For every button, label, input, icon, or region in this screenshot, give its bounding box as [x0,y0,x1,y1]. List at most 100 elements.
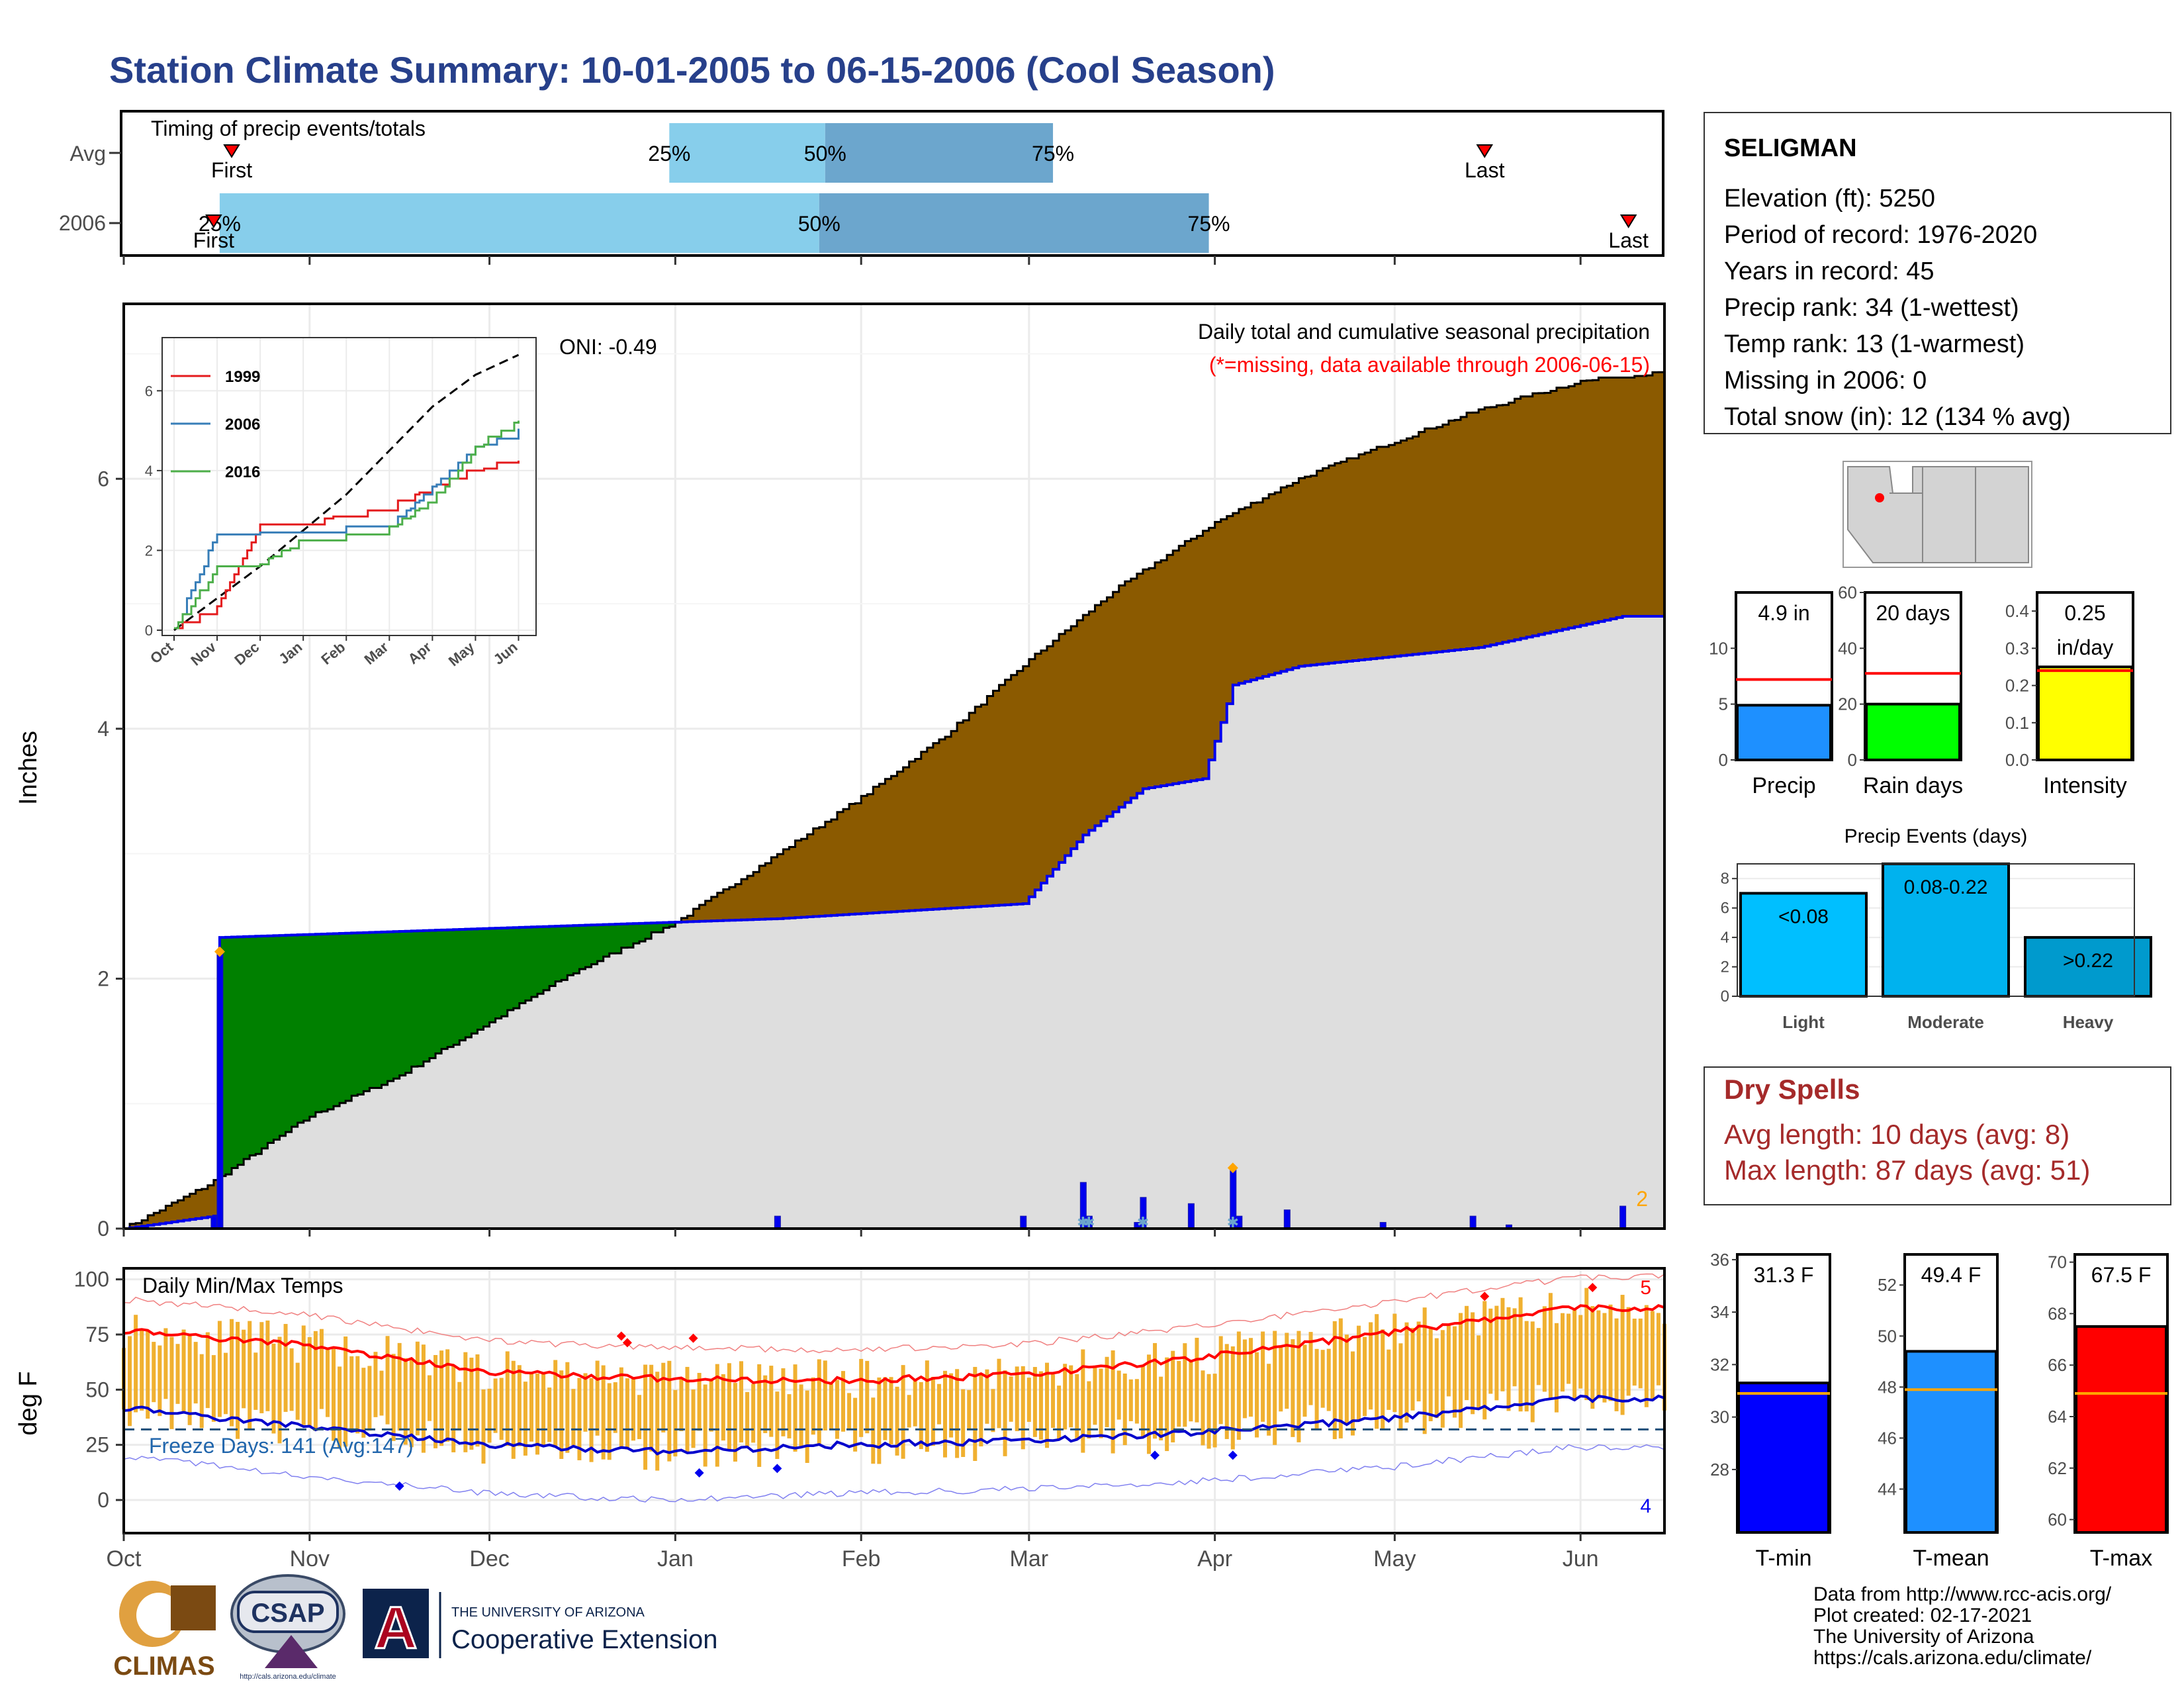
daily-temp-bar [242,1329,246,1409]
daily-temp-bar [565,1362,570,1453]
daily-temp-bar [1524,1321,1529,1412]
daily-temp-bar [1069,1365,1073,1428]
inset-line-1999 [174,460,520,630]
footer-line: Plot created: 02-17-2021 [1813,1605,2032,1626]
ua-bottom-text: Cooperative Extension [451,1625,717,1654]
daily-temp-bar [277,1336,282,1444]
daily-temp-bar [631,1378,635,1441]
daily-temp-bar [1099,1368,1103,1438]
ua-top-text: THE UNIVERSITY OF ARIZONA [451,1605,645,1620]
daily-temp-bar [1422,1307,1427,1434]
mini-bar-tick-label: 0.2 [2005,676,2029,696]
low-record-count: 4 [1640,1495,1651,1517]
daily-temp-bar [661,1362,666,1432]
daily-temp-bar [925,1360,929,1452]
daily-temp-bar [697,1372,702,1431]
timing-bar-50-75 [819,193,1209,253]
events-bar-label: 0.08-0.22 [1904,876,1988,898]
record-low-diamond-icon [1228,1450,1238,1460]
daily-temp-bar [1567,1313,1571,1384]
daily-temp-bar [613,1382,617,1433]
mini-bar-tick-label: 50 [1878,1326,1897,1346]
daily-temp-bar [607,1383,612,1460]
daily-temp-bar [1128,1379,1133,1421]
daily-temp-bar [1638,1318,1643,1389]
daily-temp-bar [529,1372,533,1442]
daily-temp-bar [1279,1347,1283,1412]
daily-temp-bar [1387,1349,1391,1410]
daily-temp-bar [181,1329,186,1412]
timing-percentile-label: 50% [798,212,841,236]
daily-temp-bar [1488,1308,1493,1394]
mini-bar-tick-label: 5 [1719,694,1728,714]
dry-spells-box: Dry Spells Avg length: 10 days (avg: 8) … [1704,1066,2171,1205]
daily-temp-bar [1165,1357,1169,1452]
daily-temp-bar [397,1342,402,1431]
daily-temp-bar [889,1377,893,1444]
ua-a-letter: A [375,1595,418,1662]
daily-temp-bar [1122,1373,1127,1446]
mini-bar-category-label: T-max [2090,1546,2152,1571]
daily-temp-bar [187,1335,192,1425]
daily-temp-bar [1087,1381,1091,1439]
timing-marker-icon [223,144,240,158]
daily-temp-bar [1500,1297,1505,1391]
daily-temp-bar [673,1389,678,1457]
inset-legend-label: 2006 [225,416,260,434]
daily-temp-bar [1206,1374,1211,1449]
daily-temp-bar [1248,1338,1253,1417]
mini-bar-tick-label: 40 [1838,638,1857,658]
record-high-diamond-icon [616,1331,626,1341]
record-high-diamond-icon [688,1333,698,1343]
daily-temp-bar [439,1350,444,1446]
precip-ytick-label: 6 [97,467,109,491]
daily-temp-bar [1477,1335,1481,1409]
daily-temp-bar [1632,1319,1637,1386]
daily-temp-bar [307,1336,312,1428]
daily-temp-bar [763,1375,768,1433]
record-low-diamond-icon [694,1468,704,1477]
mini-bar-tick-label: 34 [1710,1302,1729,1322]
precip-ytick-label: 4 [97,717,109,741]
daily-temp-bar [1302,1344,1307,1417]
daily-temp-bar [1255,1352,1259,1438]
daily-temp-bar [859,1358,864,1437]
daily-temp-bar [355,1356,360,1434]
daily-temp-bar [1314,1348,1319,1429]
snow-icon: ✱ [1227,1214,1239,1231]
events-tick-label: 6 [1721,900,1729,917]
temp-ytick-label: 0 [97,1488,109,1512]
daily-temp-bar [1326,1348,1331,1411]
daily-temp-bar [601,1365,606,1460]
daily-temp-bar [523,1382,527,1456]
daily-temp-bar [745,1391,750,1447]
daily-temp-bar [1009,1376,1013,1422]
daily-temp-bar [1105,1356,1109,1427]
month-tick-label: Jun [1563,1546,1599,1571]
daily-temp-bar [949,1373,954,1438]
daily-temp-bar [595,1360,600,1436]
daily-temp-bar [1183,1343,1187,1427]
timing-percentile-label: 50% [804,142,846,165]
mini-bar-tick-label: 0.3 [2005,638,2029,658]
daily-temp-bar [1578,1315,1583,1389]
daily-temp-bar [379,1370,384,1416]
daily-temp-bar [338,1366,342,1448]
events-bar [2024,936,2152,998]
daily-temp-bar [751,1383,756,1443]
inset-legend-label: 1999 [225,368,260,386]
daily-temp-bar [1297,1331,1301,1442]
mini-bar-tick-label: 0.4 [2005,601,2029,621]
daily-temp-bar [505,1351,510,1446]
daily-temp-bar [781,1368,786,1436]
daily-temp-bar [985,1369,989,1424]
daily-temp-bar [211,1355,216,1422]
timing-marker-icon [1619,214,1637,228]
mini-bar-tick-label: 70 [2048,1252,2067,1272]
month-tick-label: Jan [657,1546,694,1571]
csap-text: CSAP [251,1599,324,1628]
mini-bar-tick-label: 32 [1710,1354,1729,1374]
events-bar-label: >0.22 [2063,950,2113,972]
daily-temp-bar [703,1384,707,1467]
